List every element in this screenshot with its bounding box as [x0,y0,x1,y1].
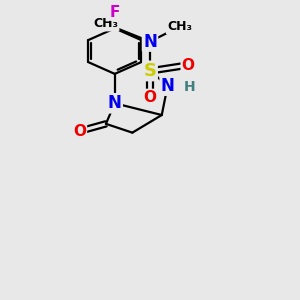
Text: N: N [143,33,157,51]
Text: O: O [182,58,195,73]
Text: N: N [108,94,122,112]
Text: CH₃: CH₃ [167,20,192,33]
Text: O: O [143,90,157,105]
Text: O: O [73,124,86,139]
Text: S: S [143,62,157,80]
Text: CH₃: CH₃ [93,17,118,30]
Text: F: F [110,5,120,20]
Text: H: H [184,80,196,94]
Text: N: N [161,76,175,94]
